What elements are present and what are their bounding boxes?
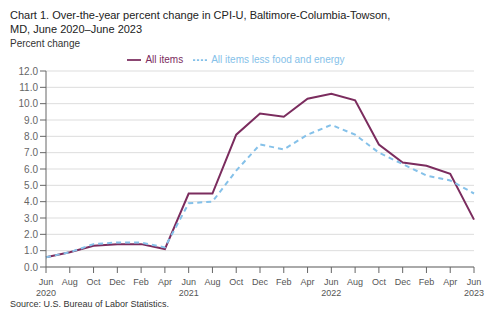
svg-text:11.0: 11.0 [19,82,38,93]
svg-text:Jun2023: Jun2023 [464,277,484,298]
html-text:Percent change: Percent change [10,38,81,49]
svg-text:Feb: Feb [419,277,435,287]
html-text:All items: All items [145,53,184,65]
svg-text:Aug: Aug [347,277,363,287]
svg-text:Aug: Aug [204,277,220,287]
svg-text:8.0: 8.0 [24,131,38,142]
svg-text:Dec: Dec [395,277,412,287]
svg-text:7.0: 7.0 [24,147,38,158]
svg-text:Dec: Dec [109,277,126,287]
svg-text:Oct: Oct [229,277,244,287]
svg-text:1.0: 1.0 [24,245,38,256]
svg-text:10.0: 10.0 [19,98,39,109]
svg-text:0.0: 0.0 [24,262,38,273]
svg-text:Feb: Feb [276,277,292,287]
svg-text:2.0: 2.0 [24,229,38,240]
svg-text:Dec: Dec [252,277,269,287]
html-text:MD, June 2020–June 2023: MD, June 2020–June 2023 [10,23,143,35]
html-text:Source: U.S. Bureau of Labor S: Source: U.S. Bureau of Labor Statistics. [10,299,170,309]
svg-text:Jun2021: Jun2021 [179,277,199,298]
html-text:Chart 1. Over-the-year percent: Chart 1. Over-the-year percent change in… [10,9,391,21]
svg-text:12.0: 12.0 [19,66,39,77]
svg-text:3.0: 3.0 [24,213,38,224]
svg-text:Oct: Oct [372,277,387,287]
svg-text:5.0: 5.0 [24,180,38,191]
svg-text:Apr: Apr [301,277,315,287]
svg-text:Apr: Apr [443,277,457,287]
svg-text:4.0: 4.0 [24,196,38,207]
svg-text:9.0: 9.0 [24,115,38,126]
svg-text:Jun2022: Jun2022 [321,277,341,298]
html-text:All items less food and energy: All items less food and energy [211,53,345,65]
svg-text:Aug: Aug [62,277,78,287]
svg-text:Feb: Feb [133,277,149,287]
svg-text:Apr: Apr [158,277,172,287]
svg-text:Oct: Oct [87,277,102,287]
svg-text:6.0: 6.0 [24,164,38,175]
svg-text:Jun2020: Jun2020 [36,277,56,298]
